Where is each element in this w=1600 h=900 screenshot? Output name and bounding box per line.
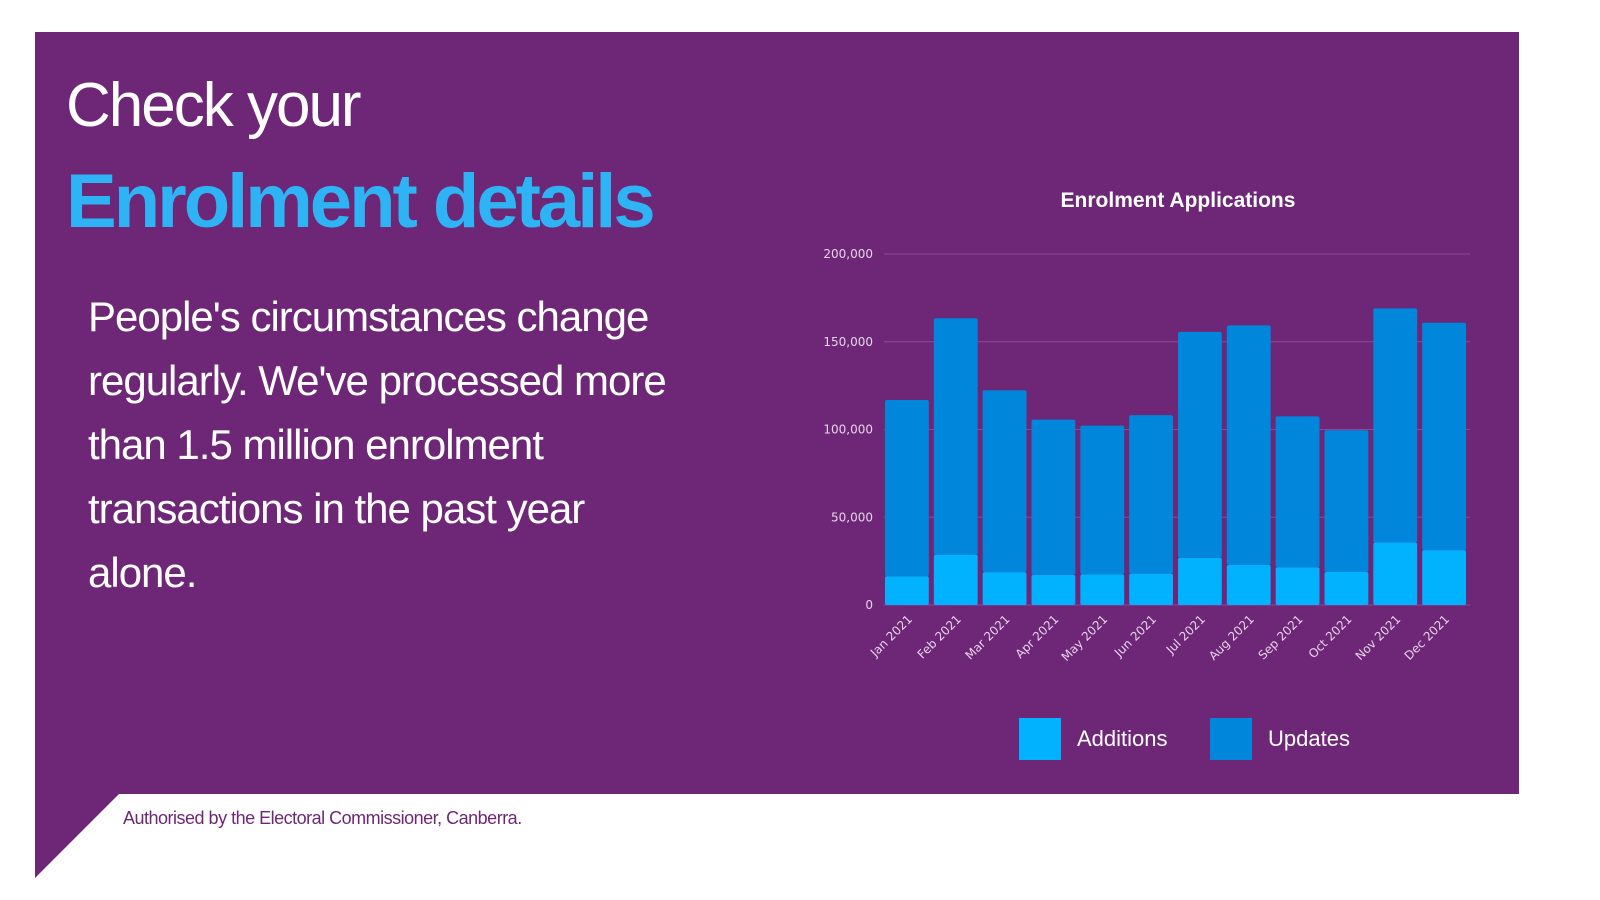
bar-updates [885,400,929,577]
y-tick-label: 50,000 [831,510,873,524]
x-tick-label: Nov 2021 [1353,612,1404,663]
x-tick-label: Apr 2021 [1013,612,1062,661]
y-tick-label: 100,000 [823,423,873,437]
bar-updates [1422,322,1466,551]
legend-updates: Updates [1210,718,1350,760]
legend-label-updates: Updates [1268,726,1350,751]
y-tick-label: 0 [865,598,873,612]
x-tick-label: Mar 2021 [963,612,1013,662]
bar-updates [1129,415,1173,574]
bar-additions [933,554,978,605]
bar-additions [982,572,1027,605]
chart-title: Enrolment Applications [1061,189,1296,212]
bar-updates [1324,430,1369,573]
x-tick-label: Sep 2021 [1256,612,1306,662]
x-tick-label: Feb 2021 [915,612,964,661]
additions-swatch [1019,718,1061,760]
bar-updates [982,390,1027,573]
body-text: People's circumstances change regularly.… [88,293,667,596]
bar-updates [1031,419,1076,575]
bar-additions [1324,572,1369,605]
bar-additions [1422,550,1466,605]
bar-updates [1275,416,1320,568]
bar-additions [1080,574,1125,605]
x-tick-label: Jan 2021 [867,612,915,660]
bar-updates [1178,331,1222,558]
x-tick-label: Jun 2021 [1111,612,1159,660]
bar-updates [1080,425,1125,575]
bar-updates [1226,325,1271,565]
x-tick-label: May 2021 [1059,612,1111,664]
y-tick-label: 150,000 [823,335,873,349]
legend-label-additions: Additions [1077,726,1168,751]
bar-additions [1226,564,1271,605]
bar-additions [1031,574,1076,605]
bar-additions [1178,557,1222,605]
bar-additions [1275,567,1320,605]
background-panel [35,32,1519,794]
y-tick-label: 200,000 [823,247,873,261]
bar-updates [933,318,978,555]
x-tick-label: Aug 2021 [1206,612,1257,663]
bar-additions [885,576,929,605]
bar-additions [1129,573,1173,605]
bar-updates [1373,308,1418,543]
heading-line2: Enrolment details [66,159,656,244]
footer-authorisation: Authorised by the Electoral Commissioner… [123,808,522,828]
updates-swatch [1210,718,1252,760]
legend-additions: Additions [1019,718,1168,760]
x-tick-label: Dec 2021 [1402,612,1453,663]
heading-line1: Check your [66,71,362,140]
x-tick-label: Jul 2021 [1163,612,1208,657]
x-tick-label: Oct 2021 [1306,612,1355,661]
bar-additions [1373,542,1418,605]
